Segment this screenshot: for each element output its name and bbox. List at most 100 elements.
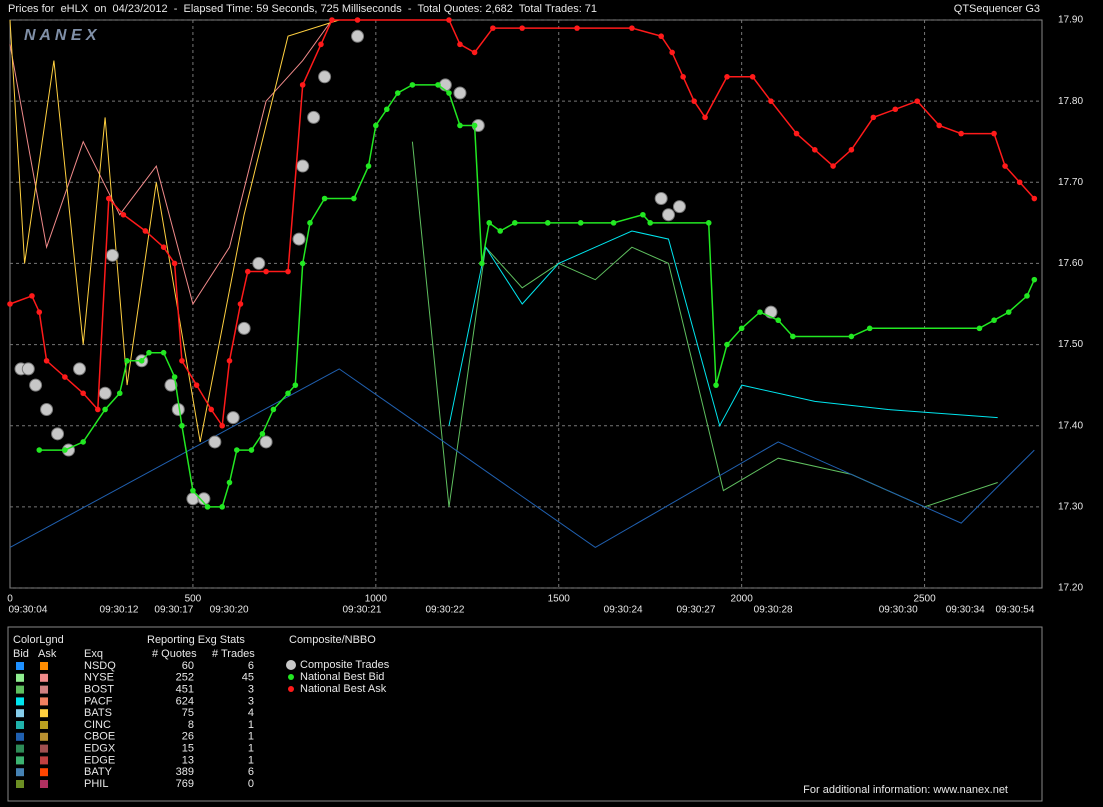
x-time-label: 09:30:24 xyxy=(604,605,643,616)
legend-panel xyxy=(7,626,1043,802)
quote-marker xyxy=(299,260,306,267)
x-tick-label: 1000 xyxy=(365,594,388,605)
ask-swatch xyxy=(40,697,48,706)
quote-marker xyxy=(179,358,185,364)
quote-marker xyxy=(146,349,152,356)
y-tick-label: 17.90 xyxy=(1058,15,1083,26)
quote-marker xyxy=(29,293,35,299)
trade-marker xyxy=(29,378,43,392)
ask-swatch xyxy=(40,709,48,718)
trade-marker xyxy=(105,248,119,262)
plot-frame xyxy=(9,19,1043,589)
trade-marker xyxy=(237,321,251,335)
legend-label: Composite Trades xyxy=(300,659,390,671)
quote-marker xyxy=(446,90,452,96)
legend-header: Reporting Exg Stats xyxy=(147,634,245,646)
ask-swatch xyxy=(40,662,48,670)
x-tick-label: 2500 xyxy=(913,594,936,605)
quote-marker xyxy=(790,333,796,340)
quote-count: 252 xyxy=(176,672,194,684)
ask-swatch xyxy=(40,744,48,753)
y-tick-label: 17.80 xyxy=(1058,96,1083,107)
trade-marker xyxy=(21,362,35,376)
quote-marker xyxy=(713,382,719,388)
legend-label: National Best Bid xyxy=(300,671,384,683)
y-tick-label: 17.50 xyxy=(1058,339,1083,350)
quote-marker xyxy=(237,301,244,307)
quote-count: 769 xyxy=(176,778,194,790)
legend-title: Composite/NBBO xyxy=(289,634,376,646)
quote-marker xyxy=(138,358,145,364)
quote-marker xyxy=(497,228,504,234)
exchange-name: PACF xyxy=(84,695,113,707)
legend-header: Ask xyxy=(38,648,57,660)
quote-marker xyxy=(219,504,225,510)
trade-marker xyxy=(226,411,240,425)
trade-marker xyxy=(164,378,178,392)
ask-swatch xyxy=(40,721,48,729)
exchange-name: CBOE xyxy=(84,731,115,743)
legend-header: Exq xyxy=(84,648,103,660)
bid-swatch xyxy=(16,673,24,682)
x-time-label: 09:30:30 xyxy=(879,605,918,616)
quote-marker xyxy=(991,130,997,137)
quote-count: 624 xyxy=(176,695,194,707)
quote-marker xyxy=(830,163,836,169)
trade-marker xyxy=(40,402,54,416)
legend-marker xyxy=(286,660,296,670)
quote-marker xyxy=(647,220,653,226)
x-time-label: 09:30:12 xyxy=(100,605,139,616)
quote-marker xyxy=(219,422,225,429)
logo: N A N E X xyxy=(24,27,98,44)
exchange-name: EDGX xyxy=(84,743,116,755)
quote-marker xyxy=(512,220,518,226)
bid-swatch xyxy=(16,721,24,729)
quote-marker xyxy=(171,260,178,267)
exchange-bid-line xyxy=(448,230,998,428)
quote-marker xyxy=(702,114,708,121)
exchange-name: NSDQ xyxy=(84,660,116,672)
quote-marker xyxy=(124,358,130,364)
exchange-name: EDGE xyxy=(84,754,115,766)
quote-marker xyxy=(142,228,149,234)
quote-marker xyxy=(7,301,13,307)
bid-swatch xyxy=(16,744,24,753)
exchange-ask-line xyxy=(9,19,340,442)
trade-count: 4 xyxy=(248,707,254,719)
plot: 17.20 17.30 17.40 17.50 17.60 17.70 17.80 17.90… xyxy=(7,15,1083,616)
quote-marker xyxy=(793,130,800,137)
bid-swatch xyxy=(16,732,24,741)
trade-marker xyxy=(259,435,273,449)
trade-marker xyxy=(98,386,112,400)
quote-marker xyxy=(471,49,478,56)
quote-marker xyxy=(848,147,855,153)
quote-marker xyxy=(193,382,200,388)
quote-marker xyxy=(738,325,745,332)
quote-marker xyxy=(234,447,240,453)
bid-swatch xyxy=(16,780,24,788)
exchange-name: BATY xyxy=(84,766,113,778)
quote-marker xyxy=(446,17,452,23)
quote-marker xyxy=(848,333,855,340)
quote-marker xyxy=(640,211,646,218)
quote-marker xyxy=(544,220,551,226)
quote-count: 60 xyxy=(182,660,194,672)
ask-swatch xyxy=(40,768,48,777)
quote-marker xyxy=(749,74,756,80)
quote-marker xyxy=(259,431,266,437)
quote-marker xyxy=(1031,195,1038,202)
trade-marker xyxy=(252,256,266,270)
ask-swatch xyxy=(40,756,48,765)
trade-marker xyxy=(292,232,306,246)
quote-marker xyxy=(610,220,617,226)
quote-marker xyxy=(160,244,167,250)
trade-marker xyxy=(654,192,668,206)
trade-count: 3 xyxy=(248,695,254,707)
trade-count: 0 xyxy=(248,778,254,790)
bid-swatch xyxy=(16,685,24,694)
y-tick-label: 17.30 xyxy=(1058,501,1083,512)
quote-count: 13 xyxy=(182,754,194,766)
quote-marker xyxy=(1016,179,1023,186)
quote-marker xyxy=(705,220,712,226)
quote-marker xyxy=(171,374,178,380)
